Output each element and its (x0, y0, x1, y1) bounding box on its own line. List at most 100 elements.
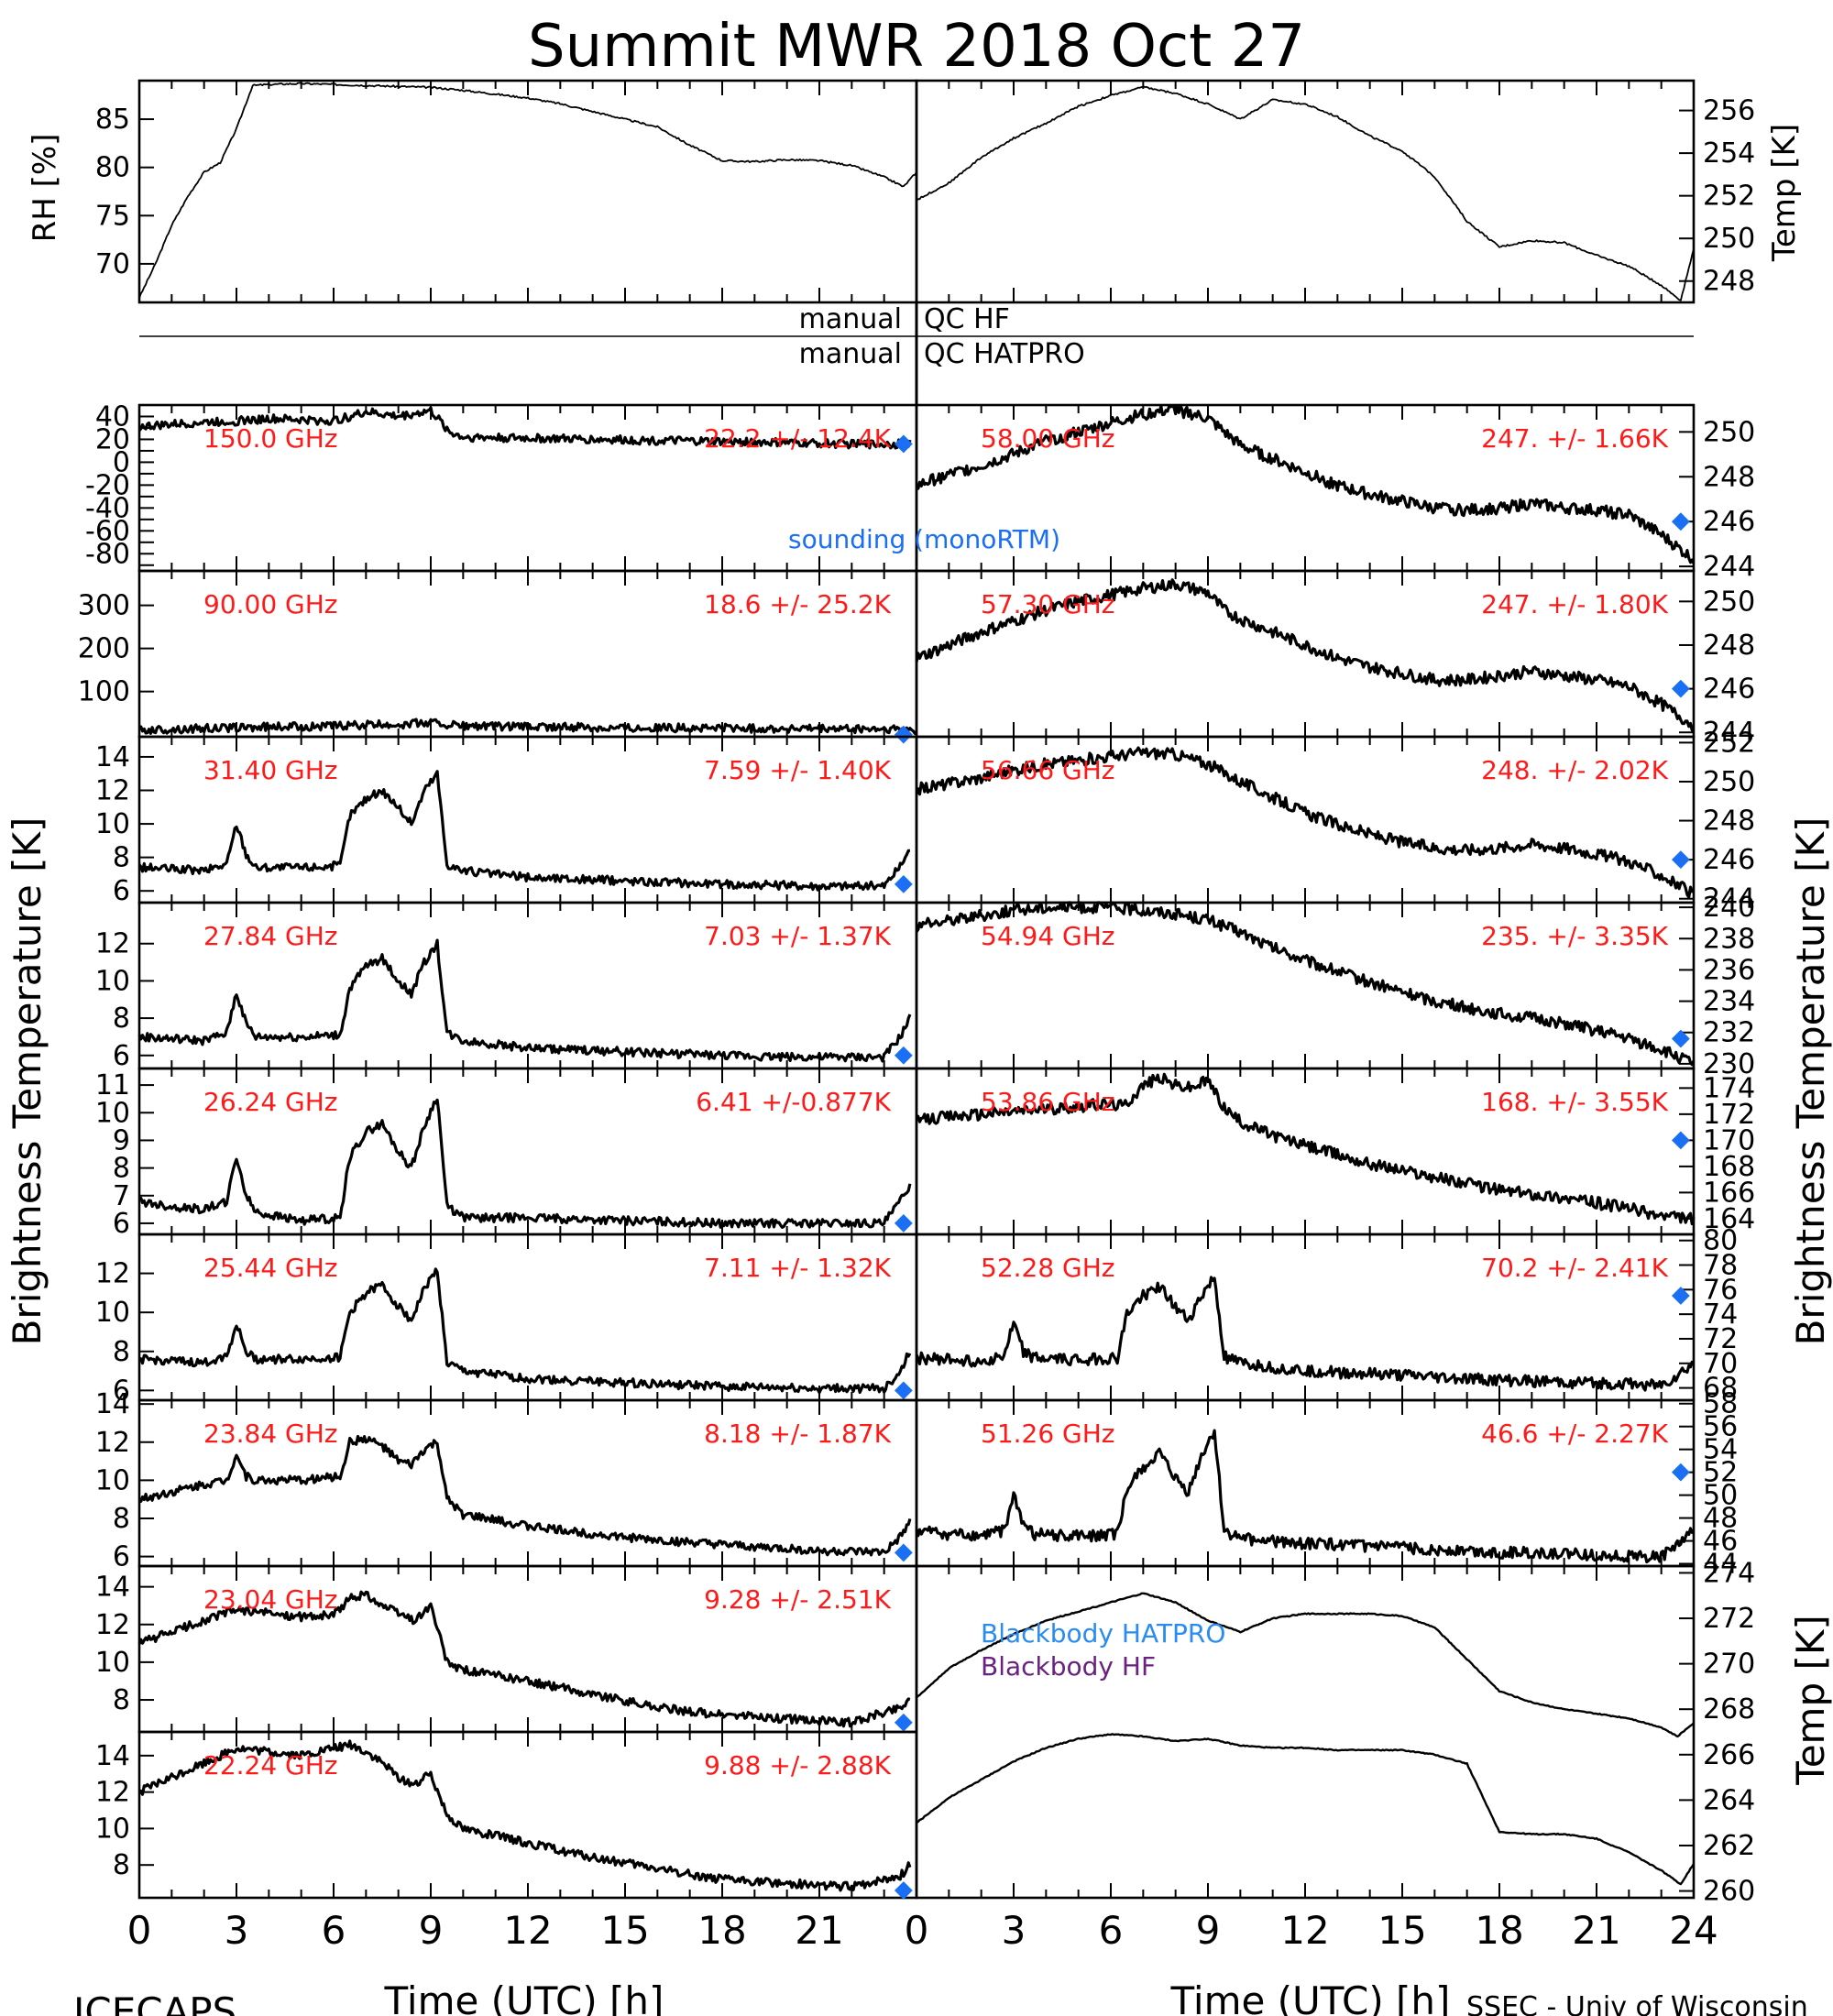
frequency-label: 31.40 GHz (203, 755, 338, 785)
panel-air_temp: 248 250 252 254 256 (915, 79, 1755, 304)
y-tick-label: 70 (95, 248, 130, 280)
frequency-label: 51.26 GHz (981, 1419, 1115, 1449)
y-tick-label: 246 (1703, 674, 1755, 706)
sounding-legend-label: sounding (monoRTM) (788, 524, 1060, 554)
x-tick-label: 18 (1475, 1908, 1523, 1953)
y-tick-label: 54 (1703, 1434, 1738, 1466)
y-tick-label: 232 (1703, 1017, 1755, 1049)
frequency-label: 56.66 GHz (981, 755, 1115, 785)
series-line (916, 1072, 1696, 1226)
x-tick-label: 6 (322, 1908, 346, 1953)
frequency-label: 25.44 GHz (203, 1253, 338, 1283)
qc-hatpro-left-label: manual (799, 338, 902, 370)
y-tick-label: 10 (95, 808, 130, 840)
stats-label: 248. +/- 2.02K (1481, 755, 1668, 785)
panel-tb_56_66: 244 246 248 250 252 56.66 GHz 248. +/- 2.02K (915, 727, 1755, 915)
x-tick-label: 6 (1099, 1908, 1124, 1953)
x-tick-label: 3 (1002, 1908, 1026, 1953)
series-line (915, 1429, 1696, 1564)
sounding-marker (1671, 850, 1690, 870)
stats-label: 247. +/- 1.80K (1481, 589, 1668, 619)
y-tick-label: 12 (95, 775, 130, 807)
x-tick-label: 9 (419, 1908, 444, 1953)
y-tick-label: 250 (1703, 223, 1755, 255)
y-tick-label: 252 (1703, 727, 1755, 759)
panel-tb_27_84: 6 8 10 12 27.84 GHz 7.03 +/- 1.37K (95, 901, 918, 1072)
panel-tb_22_24: 8 10 12 14 22.24 GHz 9.88 +/- 2.88K 0 3 6 9 12 15 18… (95, 1730, 918, 1953)
y-tick-label: 240 (1703, 892, 1755, 924)
y-tick-label: 10 (95, 1097, 130, 1129)
stats-label: 235. +/- 3.35K (1481, 921, 1668, 951)
sounding-marker (894, 1713, 913, 1732)
y-tick-label: 8 (113, 1003, 130, 1035)
y-tick-label: 170 (1703, 1124, 1755, 1156)
stats-label: 70.2 +/- 2.41K (1481, 1253, 1668, 1283)
y-tick-label: 6 (113, 1541, 130, 1573)
y-tick-label: 12 (95, 928, 130, 960)
x-tick-label: 15 (600, 1908, 649, 1953)
y-tick-label: 72 (1703, 1323, 1738, 1355)
y-tick-label: 46 (1703, 1526, 1738, 1558)
series-line (138, 718, 918, 736)
y-tick-label: 6 (113, 1208, 130, 1240)
brightness-temperature-right-label: Brightness Temperature [K] (1788, 817, 1833, 1346)
y-tick-label: 256 (1703, 95, 1755, 127)
x-tick-label: 0 (905, 1908, 929, 1953)
y-tick-label: 10 (95, 1297, 130, 1329)
frequency-label: 150.0 GHz (203, 423, 338, 454)
y-tick-label: 10 (95, 965, 130, 997)
y-tick-label: 172 (1703, 1099, 1755, 1131)
y-tick-label: 248 (1703, 266, 1755, 298)
y-tick-label: 80 (95, 152, 130, 184)
stats-label: 7.03 +/- 1.37K (704, 921, 891, 951)
y-tick-label: 58 (1703, 1388, 1738, 1420)
frequency-label: 90.00 GHz (203, 589, 338, 619)
series-line (915, 578, 1695, 733)
y-tick-label: 40 (95, 400, 130, 433)
sounding-marker (894, 874, 913, 893)
series-line (916, 403, 1696, 564)
y-tick-label: 200 (78, 633, 130, 665)
sounding-marker (1671, 679, 1690, 698)
frequency-label: 57.30 GHz (981, 589, 1115, 619)
stats-label: 9.28 +/- 2.51K (704, 1584, 891, 1615)
sounding-marker (894, 1046, 913, 1065)
y-tick-label: 248 (1703, 461, 1755, 493)
y-tick-label: 8 (113, 1336, 130, 1368)
figure-labels: manual QC HF manual QC HATPRO RH [%] Tem… (5, 124, 1833, 2016)
panel-tb_57_30: 244 246 248 250 57.30 GHz 247. +/- 1.80K (915, 569, 1755, 749)
y-tick-label: 250 (1703, 416, 1755, 448)
y-tick-label: 164 (1703, 1203, 1755, 1235)
series-line (137, 770, 910, 892)
y-tick-label: 80 (1703, 1225, 1738, 1257)
blackbody-hf-legend-label: Blackbody HF (981, 1651, 1156, 1682)
y-tick-label: 8 (113, 842, 130, 874)
y-tick-label: 75 (95, 200, 130, 232)
series-line (137, 1098, 912, 1230)
y-tick-label: 52 (1703, 1457, 1738, 1489)
frequency-label: 58.00 GHz (981, 423, 1115, 454)
stats-label: 7.59 +/- 1.40K (704, 755, 891, 785)
stats-label: 18.6 +/- 25.2K (704, 589, 891, 619)
y-tick-label: 248 (1703, 630, 1755, 662)
y-tick-label: 14 (95, 1388, 130, 1420)
y-tick-label: 6 (113, 1375, 130, 1407)
panel-tb_58_00: 244 246 248 250 58.00 GHz 247. +/- 1.66K (915, 403, 1755, 583)
stats-label: 22.2 +/- 12.4K (704, 423, 891, 454)
panel-tb_25_44: 6 8 10 12 25.44 GHz 7.11 +/- 1.32K (95, 1233, 918, 1407)
footer-left: ICECAPS (73, 1989, 236, 2016)
stats-label: 168. +/- 3.55K (1481, 1087, 1668, 1117)
y-tick-label: -40 (85, 492, 130, 524)
series-line (916, 85, 1695, 301)
series-line (915, 746, 1696, 899)
series-line (137, 938, 912, 1063)
panel-rh: 70 75 80 85 (95, 79, 918, 304)
x-tick-label: 21 (795, 1908, 843, 1953)
x-tick-label: 0 (127, 1908, 152, 1953)
panel-frame (915, 79, 1696, 304)
time-axis-label-left: Time (UTC) [h] (384, 1978, 664, 2016)
y-tick-label: 246 (1703, 844, 1755, 876)
y-tick-label: 68 (1703, 1373, 1738, 1405)
y-tick-label: 252 (1703, 181, 1755, 213)
